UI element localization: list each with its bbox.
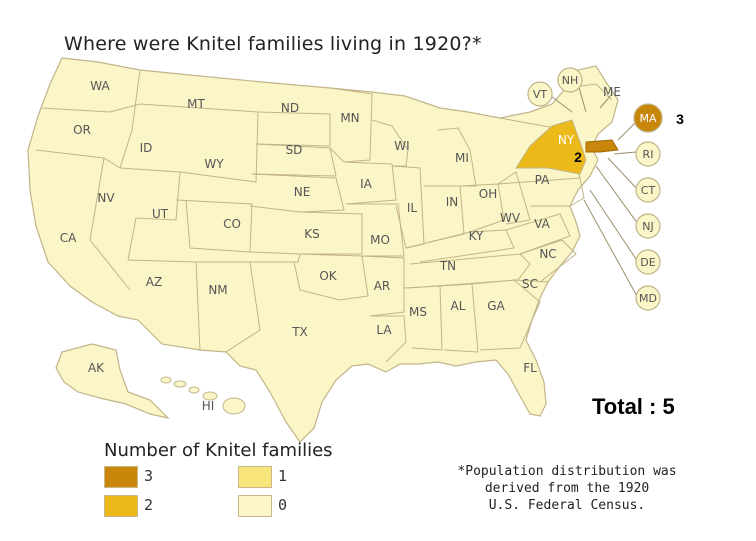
state-label-ia: IA [360,177,373,191]
state-label-la: LA [376,323,392,337]
state-label-al: AL [451,299,466,313]
callout-nj: NJ [635,213,661,239]
state-label-ky: KY [469,229,484,243]
state-label-tn: TN [439,259,456,273]
state-label-ak: AK [88,361,105,375]
state-label-in: IN [446,195,459,209]
state-label-ks: KS [304,227,320,241]
state-label-nm: NM [208,283,227,297]
callout-nh: NH [557,67,583,93]
legend-title: Number of Knitel families [104,440,333,461]
state-label-mo: MO [370,233,390,247]
state-label-co: CO [223,217,241,231]
state-label-mn: MN [340,111,359,125]
state-label-ny: NY [558,133,575,147]
state-label-sd: SD [286,143,303,157]
state-label-az: AZ [146,275,162,289]
callout-label-de: DE [640,256,655,269]
state-label-pa: PA [535,173,550,187]
state-label-wi: WI [394,139,409,153]
state-label-va: VA [534,217,550,231]
callout-vt: VT [527,81,553,107]
state-label-nd: ND [281,101,299,115]
callout-label-nj: NJ [642,220,653,233]
state-label-mi: MI [455,151,469,165]
legend-label-2: 2 [144,496,154,514]
state-ak [55,343,170,420]
state-hi [160,376,246,415]
footnote: *Population distribution was derived fro… [422,463,712,514]
callout-lines [550,83,639,299]
state-label-nv: NV [97,191,115,205]
state-label-ar: AR [374,279,391,293]
count-labels: 32 [574,111,684,165]
state-label-ga: GA [487,299,505,313]
callout-md: MD [635,285,661,311]
state-label-sc: SC [522,277,538,291]
count-label-ny: 2 [574,149,582,165]
state-label-wa: WA [90,79,110,93]
legend-label-3: 3 [144,467,154,485]
state-label-ms: MS [409,305,427,319]
state-label-nc: NC [539,247,556,261]
state-ny [515,119,587,175]
callout-bubbles: VT NH MA RI CT NJ DE MD [527,67,663,311]
callout-label-ct: CT [641,184,656,197]
legend-label-1: 1 [278,467,288,485]
callout-ri: RI [635,141,661,167]
legend-swatch-2 [104,495,138,517]
legend-swatch-3 [104,466,138,488]
state-label-hi: HI [202,399,215,413]
map-title: Where were Knitel families living in 192… [64,33,482,55]
footnote-line-2: derived from the 1920 [484,481,650,496]
callout-ma: MA [633,103,663,133]
callout-label-nh: NH [562,74,579,87]
footnote-line-1: *Population distribution was [457,464,677,479]
state-label-il: IL [407,201,418,215]
state-label-id: ID [140,141,153,155]
state-label-ut: UT [152,207,169,221]
state-label-ok: OK [319,269,337,283]
state-labels: WA OR CA ID NV MT WY UT AZ CO NM ND SD NE KS OK TX MN IA MO… [60,79,621,413]
callout-ct: CT [635,177,661,203]
state-label-ne: NE [294,185,311,199]
state-label-wy: WY [204,157,224,171]
legend-label-0: 0 [278,496,288,514]
legend-swatch-1 [238,466,272,488]
state-label-fl: FL [523,361,537,375]
state-label-or: OR [73,123,91,137]
legend-swatch-0 [238,495,272,517]
callout-label-ri: RI [643,148,654,161]
footnote-line-3: U.S. Federal Census. [488,498,646,513]
state-label-me: ME [603,85,621,99]
state-label-mt: MT [187,97,205,111]
state-ma [585,139,619,153]
callout-label-md: MD [639,292,657,305]
state-label-ca: CA [60,231,77,245]
state-label-wv: WV [500,211,521,225]
state-label-oh: OH [479,187,497,201]
total-count: Total : 5 [592,394,675,419]
callout-de: DE [635,249,661,275]
state-label-tx: TX [291,325,308,339]
count-label-ma: 3 [676,111,684,127]
callout-label-ma: MA [639,112,656,125]
callout-label-vt: VT [533,88,548,101]
